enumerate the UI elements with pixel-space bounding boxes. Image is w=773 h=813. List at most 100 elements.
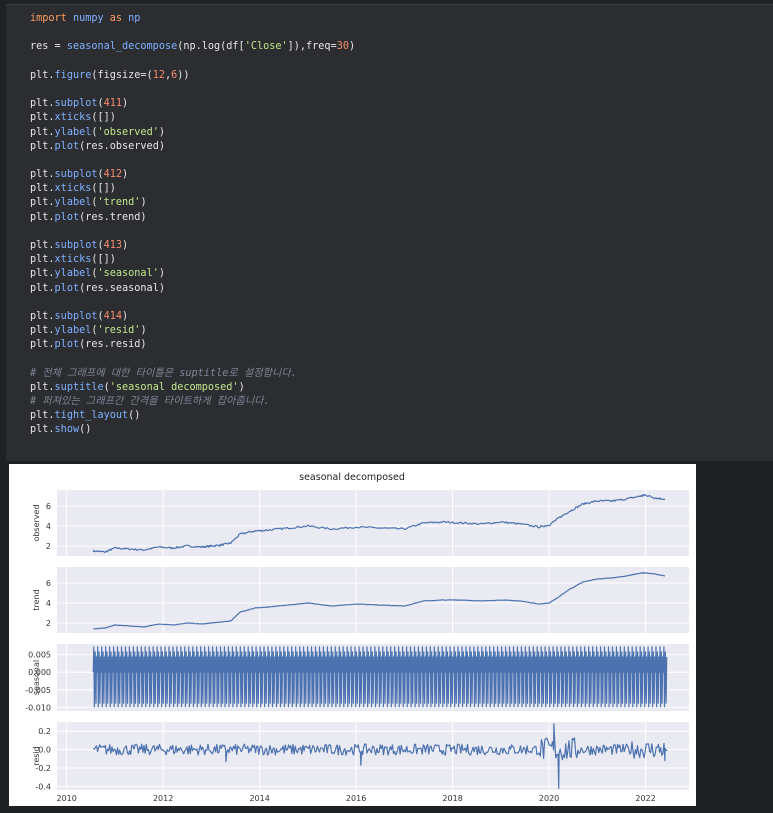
ytick-label: 0.0	[38, 746, 51, 755]
code-token: 'seasonal decomposed'	[109, 381, 239, 393]
code-token: seasonal_decompose	[66, 41, 178, 53]
code-token: # 퍼져있는 그래프간 간격을 타이트하게 잡아줍니다.	[30, 396, 270, 408]
xtick-label: 2018	[442, 794, 462, 803]
output-cell: seasonal decomposed 2 4 6 observed 2 4 6 trend 0…	[9, 464, 696, 806]
code-editor[interactable]: import numpy as np res = seasonal_decomp…	[30, 12, 355, 438]
code-token: plt.	[30, 112, 55, 124]
ylabel-resid: resid	[32, 746, 41, 766]
code-token: xticks	[54, 183, 92, 195]
ylabel-seasonal: seasonal	[32, 660, 41, 695]
code-line	[30, 83, 355, 97]
code-token: suptitle	[54, 381, 104, 393]
code-token: plt.	[30, 381, 55, 393]
code-token: 6	[171, 69, 178, 81]
code-token: ylabel	[54, 268, 92, 280]
ylabel-observed: observed	[32, 504, 41, 541]
code-token: )	[158, 126, 165, 138]
code-token: plt.	[30, 254, 55, 266]
series-line-trend	[93, 572, 665, 630]
code-token: plot	[54, 140, 80, 152]
xtick-label: 2012	[153, 794, 173, 803]
ytick-label: -0.4	[35, 782, 51, 791]
code-token: (	[97, 169, 104, 181]
code-token: )	[122, 240, 129, 251]
ytick-label: -0.010	[25, 703, 51, 712]
code-token: ()	[79, 424, 92, 436]
code-token: tight_layout	[54, 410, 129, 422]
code-token: subplot	[54, 98, 98, 110]
code-token: import	[30, 13, 73, 24]
code-line: plt.ylabel('seasonal')	[30, 267, 355, 281]
code-line: plt.plot(res.resid)	[30, 338, 355, 352]
ytick-label: 0.2	[38, 727, 51, 736]
xtick-label: 2010	[56, 794, 76, 803]
code-token: ([])	[91, 112, 116, 124]
code-token: res =	[30, 41, 67, 53]
code-line	[30, 296, 355, 310]
ytick-label: 6	[46, 579, 51, 588]
code-token: numpy	[72, 13, 110, 24]
code-token: (	[103, 381, 110, 393]
code-token: plt.	[30, 410, 55, 422]
code-token: (	[97, 98, 104, 110]
ytick-label: 0.000	[28, 668, 51, 677]
code-token: (res.seasonal)	[79, 282, 165, 294]
code-line: plt.xticks([])	[30, 182, 355, 196]
code-token: subplot	[54, 310, 98, 322]
ytick-label: 0.005	[28, 651, 51, 660]
xtick-label: 2016	[346, 794, 366, 803]
code-line: plt.suptitle('seasonal decomposed')	[30, 381, 355, 395]
code-token: ,	[164, 69, 172, 81]
code-token: xticks	[54, 112, 92, 124]
code-token: plt.	[30, 240, 55, 251]
code-line: plt.ylabel('observed')	[30, 126, 355, 140]
code-line: plt.subplot(411)	[30, 97, 355, 111]
code-token: plt.	[30, 126, 55, 138]
xtick-label: 2020	[539, 794, 559, 803]
code-token: )	[238, 381, 245, 393]
code-line: plt.show()	[30, 423, 355, 437]
code-token: )	[140, 325, 147, 337]
series-line-observed	[92, 494, 666, 553]
code-token: (	[97, 310, 104, 322]
series-line-seasonal	[92, 646, 668, 708]
code-cell[interactable]: import numpy as np res = seasonal_decomp…	[6, 4, 773, 461]
figure-suptitle: seasonal decomposed	[299, 472, 405, 483]
ylabel-trend: trend	[32, 589, 41, 610]
code-token: ()	[128, 410, 141, 422]
code-token: np	[128, 13, 141, 24]
code-token: plot	[54, 211, 80, 223]
ytick-label: 4	[46, 599, 51, 608]
code-token: 12	[152, 69, 165, 81]
code-token: 'seasonal'	[97, 268, 159, 280]
ytick-label: 4	[46, 522, 51, 531]
code-token: 'resid'	[97, 325, 141, 337]
code-line: # 전체 그래프에 대한 타이틀은 suptitle로 설정합니다.	[30, 367, 355, 381]
xtick-label: 2022	[635, 794, 655, 803]
code-token: 'observed'	[97, 126, 159, 138]
code-line: import numpy as np	[30, 12, 355, 26]
code-token: )	[122, 169, 129, 181]
ytick-label: -0.2	[35, 764, 51, 773]
code-token: xticks	[54, 254, 92, 266]
code-token: plt.	[30, 169, 55, 181]
code-token: plot	[54, 339, 80, 351]
code-token: (res.resid)	[79, 339, 147, 351]
ytick-label: 6	[46, 502, 51, 511]
code-token: (res.observed)	[79, 140, 165, 152]
code-token: (	[91, 268, 98, 280]
code-token: plt.	[30, 211, 55, 223]
ytick-label: -0.005	[25, 686, 51, 695]
code-token: 413	[103, 240, 123, 251]
code-token: plt.	[30, 69, 55, 81]
code-token: ylabel	[54, 197, 92, 209]
code-token: plt.	[30, 197, 55, 209]
code-token: (	[91, 126, 98, 138]
code-line: plt.figure(figsize=(12,6))	[30, 69, 355, 83]
code-line	[30, 225, 355, 239]
code-line: plt.subplot(412)	[30, 168, 355, 182]
code-token: 411	[103, 98, 123, 110]
series-line-resid	[92, 723, 668, 789]
code-token: plt.	[30, 310, 55, 322]
code-line: plt.ylabel('resid')	[30, 324, 355, 338]
